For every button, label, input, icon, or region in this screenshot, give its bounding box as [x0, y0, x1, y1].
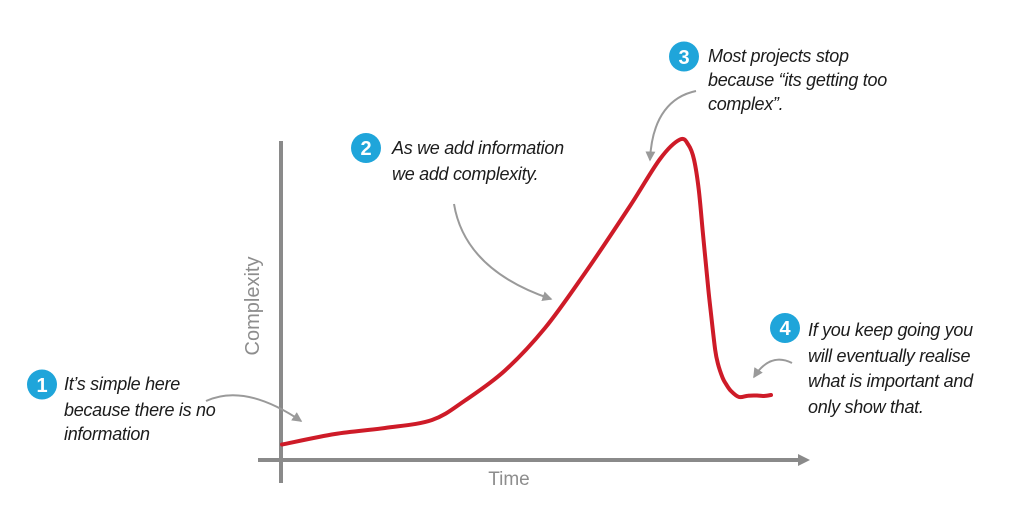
svg-text:Complexity: Complexity: [242, 257, 264, 356]
svg-text:complex”.: complex”.: [708, 94, 783, 114]
svg-text:what is important and: what is important and: [808, 371, 974, 391]
svg-text:Time: Time: [488, 469, 530, 490]
svg-text:Most projects stop: Most projects stop: [708, 46, 849, 66]
svg-text:because there is no: because there is no: [64, 400, 216, 420]
svg-text:will eventually realise: will eventually realise: [808, 346, 970, 366]
svg-text:4: 4: [779, 318, 791, 340]
svg-text:only show that.: only show that.: [808, 397, 924, 417]
svg-text:1: 1: [36, 375, 47, 397]
svg-text:If you keep going you: If you keep going you: [808, 320, 973, 340]
svg-text:As we add information: As we add information: [391, 138, 564, 158]
svg-text:3: 3: [678, 47, 689, 69]
svg-text:we add complexity.: we add complexity.: [392, 164, 538, 184]
svg-text:It’s simple here: It’s simple here: [64, 374, 180, 394]
svg-text:2: 2: [360, 138, 371, 160]
svg-text:because “its getting too: because “its getting too: [708, 70, 887, 90]
svg-text:information: information: [64, 424, 150, 444]
